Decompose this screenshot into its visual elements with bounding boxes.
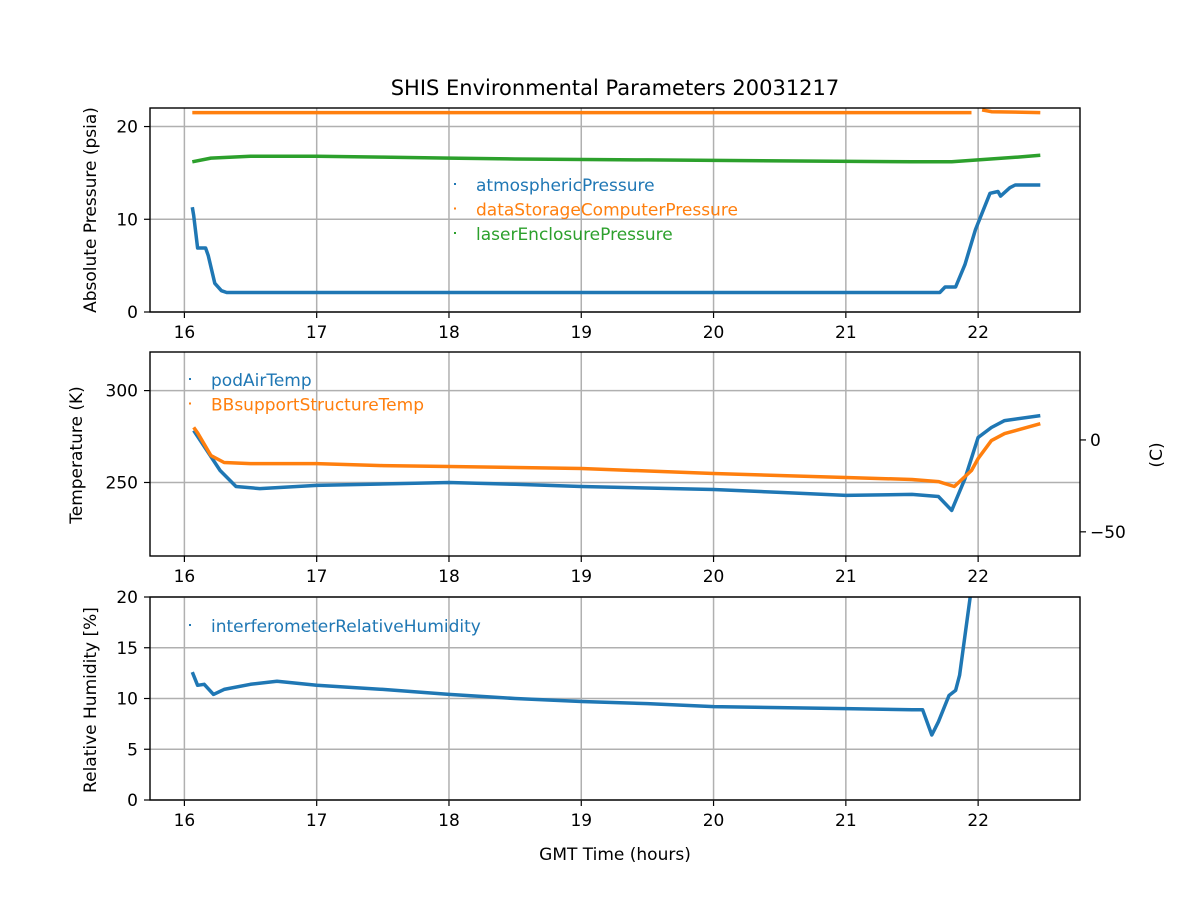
series-interferometerRelativeHumidity [190, 597, 972, 737]
series-podAirTemp [192, 413, 1041, 513]
series-atmosphericPressure [190, 183, 1041, 295]
x-tick-label: 20 [703, 567, 725, 587]
x-tick-label: 16 [174, 811, 196, 831]
x-tick-label: 19 [570, 323, 592, 343]
x-tick-label: 21 [835, 567, 857, 587]
legend-marker-laserEnclosurePressure [454, 232, 456, 234]
y-tick-label: 300 [106, 382, 138, 402]
y-tick-label: 10 [116, 690, 138, 710]
legend-marker-podAirTemp [189, 378, 191, 380]
x-tick-label: 21 [835, 323, 857, 343]
y-axis-label-humidity: Relative Humidity [%] [81, 607, 101, 793]
legend-marker-interferometerRelativeHumidity [189, 624, 191, 626]
chart-title: SHIS Environmental Parameters 20031217 [391, 76, 840, 100]
x-tick-label: 18 [438, 811, 460, 831]
axes-frame [149, 351, 1081, 557]
legend-marker-atmosphericPressure [454, 183, 456, 185]
legend-label-podAirTemp: podAirTemp [211, 371, 312, 391]
y2-axis-label-celsius: (C) [1147, 442, 1167, 467]
axes-frame [149, 596, 1081, 801]
subplot-3: 16 17 18 19 20 21 22 0 5 10 15 20 interferometerRela… [116, 588, 1081, 831]
x-tick-label: 18 [438, 323, 460, 343]
x-tick-label: 16 [174, 567, 196, 587]
y-tick-label: 0 [127, 303, 138, 323]
y-tick-label: 10 [116, 210, 138, 230]
legend-label-atmosphericPressure: atmosphericPressure [476, 176, 655, 196]
x-tick-label: 17 [306, 323, 328, 343]
series-dataStorageComputerPressure [981, 108, 1041, 115]
y-tick-label: 5 [127, 740, 138, 760]
legend-label-dataStorageComputerPressure: dataStorageComputerPressure [476, 201, 738, 221]
subplot-2: 16 17 18 19 20 21 22 250 300 −50 0 podAirTemp BBsupp… [106, 351, 1126, 587]
x-tick-label: 16 [174, 323, 196, 343]
x-tick-label: 22 [967, 323, 989, 343]
x-tick-label: 21 [835, 811, 857, 831]
x-tick-label: 22 [967, 811, 989, 831]
x-tick-label: 20 [703, 811, 725, 831]
y-tick-label: 20 [116, 118, 138, 138]
x-tick-label: 18 [438, 567, 460, 587]
axes-frame [149, 107, 1081, 313]
y-axis-label-pressure: Absolute Pressure (psia) [81, 107, 101, 313]
x-tick-label: 19 [570, 567, 592, 587]
y-axis-label-temperature: Temperature (K) [67, 386, 87, 525]
x-tick-label: 22 [967, 567, 989, 587]
series-laserEnclosurePressure [191, 153, 1041, 164]
legend-marker-BBsupportStructureTemp [189, 402, 191, 405]
y-tick-label: 20 [116, 588, 138, 608]
legend-marker-dataStorageComputerPressure [454, 207, 456, 210]
legend-label-laserEnclosurePressure: laserEnclosurePressure [476, 225, 673, 245]
legend-label-BBsupportStructureTemp: BBsupportStructureTemp [211, 396, 424, 416]
x-tick-label: 17 [306, 811, 328, 831]
legend-label-interferometerRelativeHumidity: interferometerRelativeHumidity [211, 617, 481, 637]
x-tick-label: 20 [703, 323, 725, 343]
subplot-1: 16 17 18 19 20 21 22 0 10 20 atmosphericPressure da… [116, 107, 1081, 343]
x-tick-label: 17 [306, 567, 328, 587]
y-tick-label: 250 [106, 473, 138, 493]
y-tick-label: 0 [127, 791, 138, 811]
y2-tick-label: −50 [1090, 523, 1126, 543]
x-axis-label: GMT Time (hours) [539, 845, 691, 865]
series-BBsupportStructureTemp [192, 422, 1041, 489]
x-tick-label: 19 [570, 811, 592, 831]
y2-tick-label: 0 [1090, 431, 1101, 451]
y-tick-label: 15 [116, 639, 138, 659]
